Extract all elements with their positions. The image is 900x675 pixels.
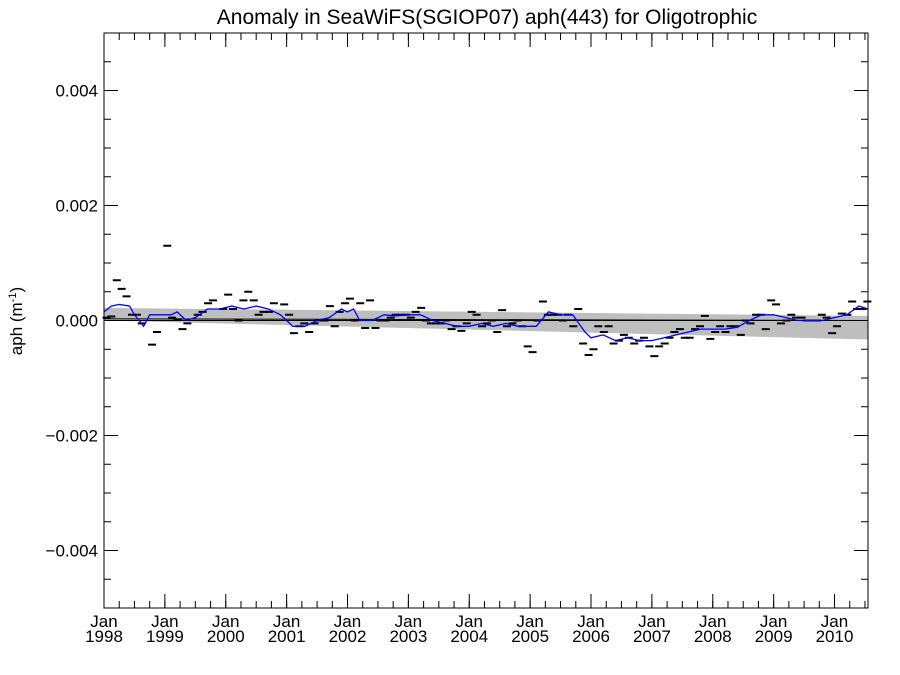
y-tick-label: 0.000 xyxy=(55,312,98,331)
monthly-anomaly-markers xyxy=(102,244,872,358)
y-tick-label: 0.004 xyxy=(55,82,98,101)
x-tick-month-label: Jan xyxy=(212,612,239,631)
x-tick-year-label: 2004 xyxy=(450,627,488,646)
x-tick-month-label: Jan xyxy=(395,612,422,631)
x-tick-month-label: Jan xyxy=(699,612,726,631)
x-tick-month-label: Jan xyxy=(151,612,178,631)
reference-lines-layer xyxy=(103,318,869,321)
y-tick-label: −0.002 xyxy=(46,427,98,446)
x-tick-year-label: 2007 xyxy=(633,627,671,646)
x-tick-year-label: 2005 xyxy=(511,627,549,646)
y-axis-label-close: ) xyxy=(7,287,26,293)
x-tick-month-label: Jan xyxy=(516,612,543,631)
y-tick-label: −0.004 xyxy=(46,542,98,561)
trend-line xyxy=(103,318,869,321)
x-tick-month-label: Jan xyxy=(760,612,787,631)
x-tick-year-label: 1999 xyxy=(146,627,184,646)
y-tick-label: 0.002 xyxy=(55,197,98,216)
x-tick-month-label: Jan xyxy=(456,612,483,631)
running-mean-line xyxy=(103,303,869,342)
x-tick-month-label: Jan xyxy=(273,612,300,631)
x-tick-year-label: 2002 xyxy=(329,627,367,646)
running-mean-layer xyxy=(103,303,869,342)
y-axis-label-exponent: -1 xyxy=(7,292,19,302)
x-axis-ticks: Jan1998Jan1999Jan2000Jan2001Jan2002Jan20… xyxy=(85,33,866,646)
x-tick-year-label: 2006 xyxy=(572,627,610,646)
y-axis-label-main: aph (m xyxy=(7,302,26,355)
y-axis-ticks: 0.004 0.002 0.000 −0.002 −0.004 xyxy=(46,32,868,609)
x-tick-year-label: 2003 xyxy=(389,627,427,646)
x-tick-year-label: 2008 xyxy=(694,627,732,646)
x-tick-month-label: Jan xyxy=(638,612,665,631)
x-tick-year-label: 2000 xyxy=(207,627,245,646)
x-tick-year-label: 2001 xyxy=(268,627,306,646)
chart-title: Anomaly in SeaWiFS(SGIOP07) aph(443) for… xyxy=(217,6,757,29)
x-tick-year-label: 1998 xyxy=(85,627,123,646)
x-tick-month-label: Jan xyxy=(90,612,117,631)
x-tick-year-label: 2009 xyxy=(755,627,793,646)
x-tick-year-label: 2010 xyxy=(816,627,854,646)
x-tick-month-label: Jan xyxy=(821,612,848,631)
x-tick-month-label: Jan xyxy=(577,612,604,631)
x-tick-month-label: Jan xyxy=(334,612,361,631)
y-axis-label: aph (m-1) xyxy=(7,287,26,355)
